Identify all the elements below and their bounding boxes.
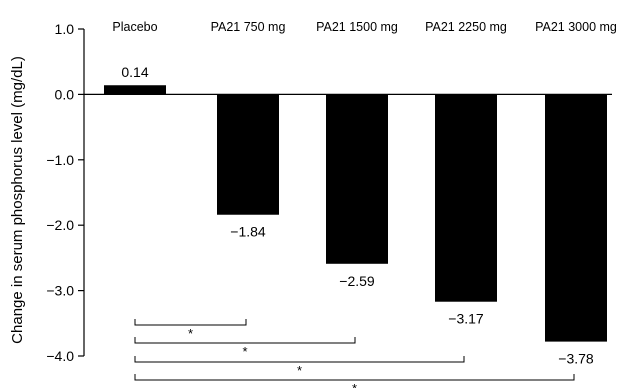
bar xyxy=(217,94,279,215)
significance-bracket xyxy=(134,356,465,363)
significance-bracket xyxy=(134,337,356,344)
data-labels: 0.14 −1.84 −2.59 −3.17 −3.78 xyxy=(121,64,594,366)
y-tick-label: −2.0 xyxy=(46,217,74,233)
data-label: −1.84 xyxy=(230,224,266,240)
y-tick-label: 1.0 xyxy=(55,21,75,37)
bar xyxy=(545,94,607,342)
significance-marker: * xyxy=(297,363,302,378)
category-label: PA21 1500 mg xyxy=(316,20,398,34)
category-label: PA21 750 mg xyxy=(211,20,286,34)
bar xyxy=(326,94,388,264)
significance-marker: * xyxy=(188,326,193,341)
data-label: −3.78 xyxy=(558,351,594,367)
data-label: −3.17 xyxy=(448,311,484,327)
y-tick-label: 0.0 xyxy=(55,86,75,102)
y-axis-label: Change in serum phosphorus level (mg/dL) xyxy=(9,56,26,344)
y-tick-label: −1.0 xyxy=(46,152,74,168)
significance-bracket xyxy=(134,319,247,326)
bar xyxy=(104,85,166,95)
category-label: Placebo xyxy=(112,20,157,34)
bar xyxy=(435,94,497,302)
significance-marker: * xyxy=(352,381,357,388)
category-label: PA21 2250 mg xyxy=(425,20,507,34)
data-label: 0.14 xyxy=(121,64,148,80)
y-tick-label: −3.0 xyxy=(46,283,74,299)
significance-bracket xyxy=(134,374,575,381)
y-tick-label: −4.0 xyxy=(46,348,74,364)
category-label: PA21 3000 mg xyxy=(535,20,617,34)
significance-brackets: * * * * xyxy=(134,319,575,388)
significance-marker: * xyxy=(242,344,247,359)
data-label: −2.59 xyxy=(339,273,375,289)
bars xyxy=(104,85,607,342)
category-labels: Placebo PA21 750 mg PA21 1500 mg PA21 2250 … xyxy=(112,20,617,34)
